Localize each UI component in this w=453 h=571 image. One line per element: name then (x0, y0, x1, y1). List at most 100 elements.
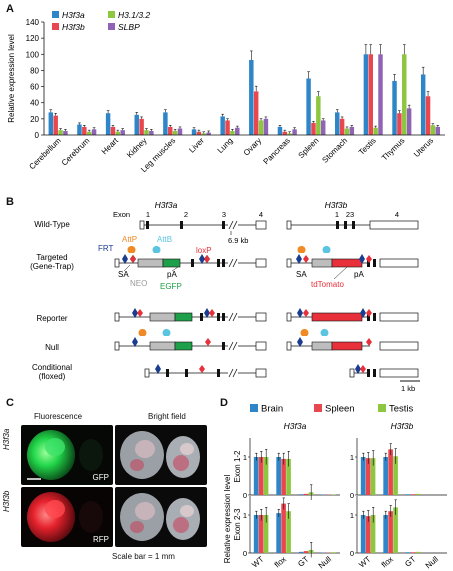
y-tick-label: 1 (350, 453, 354, 462)
y-tick-label: 100 (26, 50, 40, 59)
bar-H3.1/3.2-Leg muscles (172, 130, 178, 135)
y-tick-label: 0 (350, 549, 354, 558)
x-tick-label: Thymus (380, 136, 406, 162)
bar-H3f3a-Stomach (335, 112, 340, 135)
bar-H3f3b-Cerebellum (53, 115, 58, 135)
svg-text:1: 1 (335, 210, 339, 219)
bar-H3f3b-Stomach (339, 118, 345, 135)
bar-H3.1/3.2-Kidney (144, 130, 149, 135)
x-tick-label: Kidney (125, 136, 149, 160)
bar-H3f3a-Spleen (306, 78, 311, 135)
wt-h3f3a-locus: 1 2 3 4 6.9 kb (139, 210, 267, 245)
bar-H3f3b-Kidney (139, 118, 144, 135)
legend-label: H3.1/3.2 (118, 10, 150, 20)
svg-text:23: 23 (346, 210, 354, 219)
panel-letter-b: B (6, 196, 14, 208)
photo-h3f3a-gfp-fluorescence: GFP (21, 425, 113, 485)
row-label-h3f3b: H3f3b (2, 490, 11, 512)
label-sa: SA (118, 270, 129, 279)
y-tick-label: 0 (35, 131, 40, 140)
bar-H3f3a-Lung (220, 116, 225, 135)
col-label-fluorescence: Fluorescence (34, 412, 83, 421)
svg-text:4: 4 (259, 210, 263, 219)
bar-H3.1/3.2-Spleen (316, 96, 321, 135)
panel-b-gene-targeting-diagram: H3f3a H3f3b Wild-Type Targeted (Gene-Tra… (30, 200, 420, 393)
bar (415, 493, 421, 495)
y-tick-label: 60 (30, 83, 39, 92)
bar (276, 513, 281, 553)
bar (383, 515, 388, 553)
bar (405, 494, 411, 495)
bar (388, 449, 393, 495)
bar-SLBP-Heart (120, 130, 125, 135)
label-attb: AttB (157, 235, 172, 244)
bar-H3.1/3.2-Uterus (430, 125, 436, 135)
bar-H3f3b-Lung (225, 120, 230, 135)
legend-swatch (108, 11, 115, 18)
y-tick-label: 0 (243, 491, 247, 500)
label-loxp: loxP (196, 246, 212, 255)
bar-SLBP-Cerebrum (91, 129, 97, 135)
panel-a-bar-chart: 0 20 40 60 80 100 120 140 Relative expression le… (7, 10, 445, 174)
bar (276, 457, 281, 495)
y-tick-label: 0 (243, 549, 247, 558)
panel-d-bar-charts: Brain Spleen Testis Relative expression le… (223, 404, 447, 570)
row-label-floxed: (floxed) (39, 372, 66, 381)
bar (365, 516, 371, 553)
panel-letter-a: A (6, 3, 14, 15)
gene-header: H3f3b (391, 421, 414, 431)
bar-H3f3a-Testis (363, 54, 369, 135)
bar (253, 457, 259, 495)
panel-letter-d: D (220, 397, 228, 409)
bar-SLBP-Cerebellum (63, 130, 68, 135)
bar-H3.1/3.2-Heart (115, 131, 121, 135)
row-label-wild-type: Wild-Type (34, 220, 70, 229)
y-tick-label: 80 (30, 66, 39, 75)
bar-H3f3a-Kidney (134, 114, 139, 135)
bar-SLBP-Ovary (263, 118, 269, 135)
bar-H3f3a-Pancreas (277, 126, 283, 135)
legend-label: H3f3b (62, 22, 85, 32)
legend-label: Spleen (325, 404, 355, 415)
bar-SLBP-Pancreas (292, 129, 297, 135)
row-label-conditional: Conditional (32, 363, 72, 372)
exon-label: Exon (113, 210, 130, 219)
bar-H3f3b-Pancreas (282, 131, 288, 135)
x-tick-label: Lung (216, 136, 235, 155)
bar (298, 551, 304, 553)
bar-SLBP-Kidney (149, 130, 154, 135)
bar (286, 511, 291, 553)
x-tick-label: Testis (357, 136, 378, 157)
photo-h3f3a-brightfield (115, 425, 207, 485)
label-egfp: EGFP (160, 282, 182, 291)
legend-swatch (250, 404, 258, 412)
conditional-h3f3a-locus (144, 364, 267, 378)
scale-bar-1kb: 1 kb (400, 380, 420, 393)
bar (253, 515, 259, 553)
label-attp: AttP (122, 235, 137, 244)
x-tick-label: Cerebellum (27, 136, 63, 172)
col-label-brightfield: Bright field (148, 412, 186, 421)
x-tick-label: Ovary (242, 136, 263, 157)
label-sa-b: SA (296, 270, 307, 279)
legend-swatch (52, 11, 59, 18)
x-tick-label: Uterus (412, 136, 435, 159)
bar-H3f3b-Uterus (425, 96, 431, 135)
targeted-h3f3a-locus: FRT AttP AttB loxP SA pA NEO EGFP (98, 235, 267, 291)
y-axis-label: Relative expression level (223, 475, 232, 564)
bar-H3.1/3.2-Stomach (344, 128, 350, 135)
label-tdtomato: tdTomato (311, 280, 344, 289)
bar-H3f3b-Thymus (397, 113, 402, 135)
bar-SLBP-Lung (235, 127, 240, 135)
bar (303, 493, 309, 495)
bar (263, 515, 269, 553)
bar (298, 494, 304, 495)
bar (281, 458, 286, 495)
bar-H3f3b-Heart (110, 126, 116, 135)
bar (405, 552, 411, 553)
bar (281, 503, 286, 553)
legend-label: Brain (261, 404, 283, 415)
bar-SLBP-Testis (378, 54, 383, 135)
bar-H3f3b-Liver (196, 131, 202, 135)
label-rfp: RFP (93, 535, 109, 544)
